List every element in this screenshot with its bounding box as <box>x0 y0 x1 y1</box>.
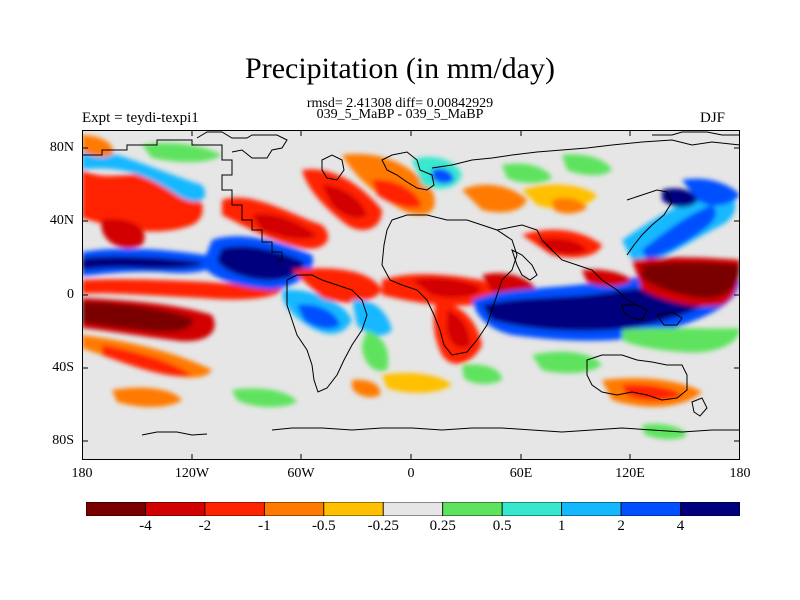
colorbar-label: -4 <box>139 518 152 534</box>
lon-tick-label: 0 <box>407 466 415 481</box>
expt-label: Expt = teydi-texpi1 <box>82 110 199 126</box>
coastlines <box>82 131 740 436</box>
lon-tick-label: 180 <box>71 466 93 481</box>
lon-tick-label: 120E <box>615 466 645 481</box>
colorbar-label: 0.5 <box>492 518 512 534</box>
colorbar-swatch <box>263 502 325 516</box>
tick-marks <box>82 130 740 460</box>
colorbar-swatch <box>204 502 265 516</box>
colorbar-swatch <box>323 502 384 516</box>
colorbar-swatch <box>680 502 740 516</box>
colorbar-label: -0.25 <box>367 518 399 534</box>
colorbar-swatch <box>561 502 622 516</box>
anomaly-fields <box>82 131 740 440</box>
lat-tick-label: 0 <box>67 287 74 302</box>
lon-tick-label: 60W <box>287 466 315 481</box>
lon-tick-label: 180 <box>729 466 751 481</box>
colorbar-swatch <box>145 502 206 516</box>
precipitation-map <box>82 130 740 460</box>
lon-tick-label: 120W <box>174 466 210 481</box>
colorbar-label: 2 <box>617 518 625 534</box>
lat-tick-label: 40S <box>52 360 74 375</box>
lat-tick-label: 40N <box>49 213 74 228</box>
colorbar-label: 4 <box>676 518 685 534</box>
colorbar-swatch <box>86 502 146 516</box>
colorbar-label: -0.5 <box>311 518 336 534</box>
colorbar-label: -1 <box>258 518 271 534</box>
experiments-text: 039_5_MaBP - 039_5_MaBP <box>316 107 484 122</box>
colorbar-swatch <box>442 502 503 516</box>
lat-tick-label: 80S <box>52 433 74 448</box>
colorbar-swatch <box>501 502 563 516</box>
colorbar-label: 0.25 <box>429 518 456 534</box>
colorbar-swatch <box>620 502 681 516</box>
stats-text: rmsd= 2.41308 diff= 0.00842929 <box>306 96 494 111</box>
map-title: Precipitation (in mm/day) <box>245 52 555 85</box>
lon-tick-label: 60E <box>509 466 533 481</box>
lat-tick-label: 80N <box>49 140 74 155</box>
colorbar-label: 1 <box>557 518 566 534</box>
colorbar-label: -2 <box>198 518 212 534</box>
colorbar <box>86 502 740 516</box>
season-label: DJF <box>700 110 726 126</box>
colorbar-swatch <box>382 502 444 516</box>
